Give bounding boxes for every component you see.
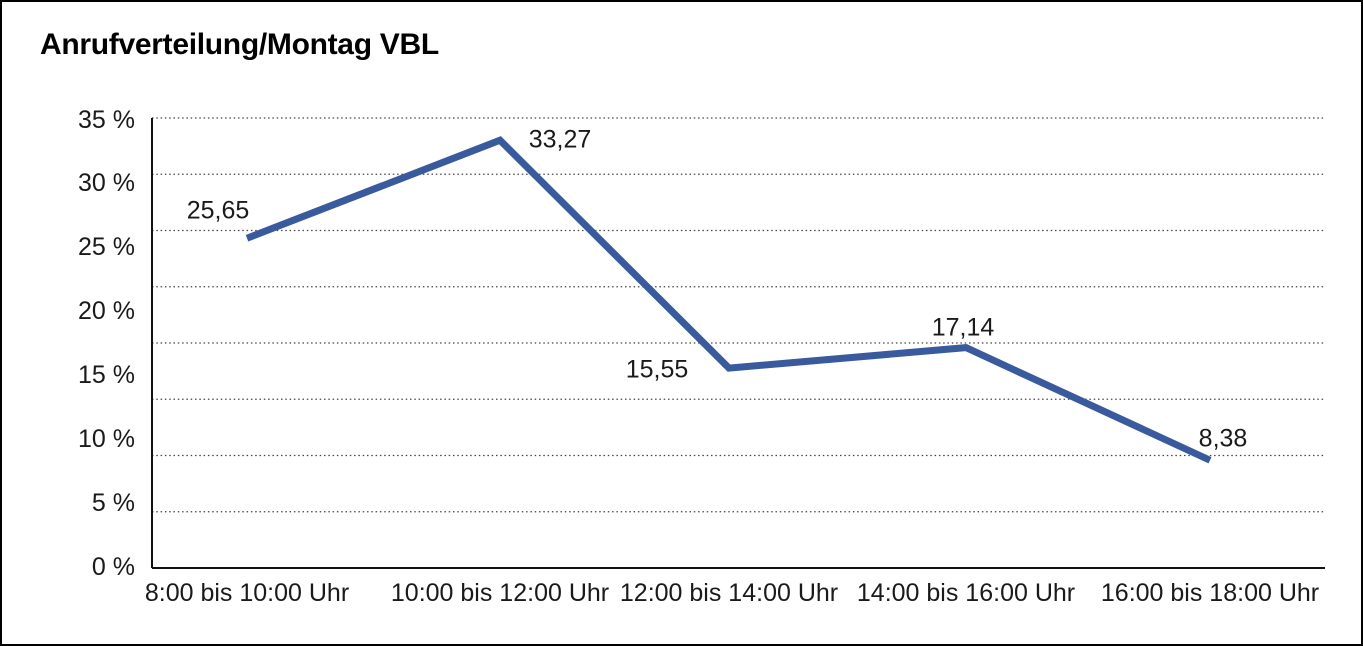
data-point-label: 8,38 <box>1198 424 1248 453</box>
y-axis-tick-label: 30 % <box>78 169 135 198</box>
data-point-label: 33,27 <box>528 125 592 154</box>
x-axis-tick-label: 14:00 bis 16:00 Uhr <box>856 579 1076 607</box>
x-axis-tick-label: 16:00 bis 18:00 Uhr <box>1100 579 1320 607</box>
x-axis-tick-label: 10:00 bis 12:00 Uhr <box>390 579 610 607</box>
y-axis-tick-label: 0 % <box>91 552 135 581</box>
data-point-label: 17,14 <box>931 313 995 342</box>
y-axis-tick-label: 25 % <box>78 233 135 262</box>
data-point-label: 25,65 <box>186 196 250 225</box>
chart-title: Anrufverteilung/Montag VBL <box>40 28 439 61</box>
data-point-label: 15,55 <box>625 355 689 384</box>
y-axis-tick-label: 10 % <box>78 424 135 453</box>
y-axis-tick-label: 20 % <box>78 297 135 326</box>
y-axis-tick-label: 15 % <box>78 360 135 389</box>
y-axis-tick-label: 35 % <box>78 105 135 134</box>
x-axis-tick-label: 8:00 bis 10:00 Uhr <box>144 579 350 607</box>
y-axis-tick-label: 5 % <box>91 488 135 517</box>
data-line <box>245 136 1212 464</box>
x-axis-tick-label: 12:00 bis 14:00 Uhr <box>619 579 839 607</box>
